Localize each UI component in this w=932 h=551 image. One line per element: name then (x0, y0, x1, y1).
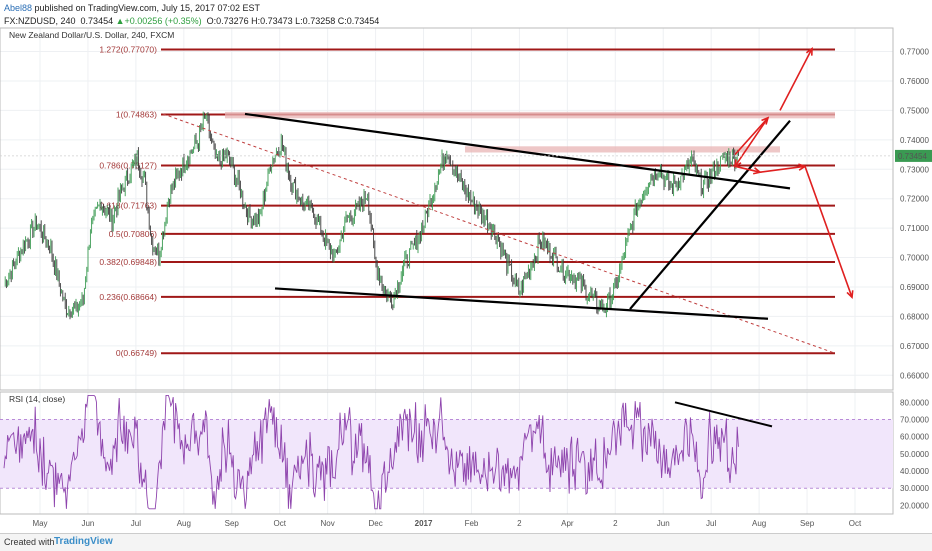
fib-label: 0.5(0.70806) (109, 229, 157, 239)
price-series (4, 111, 739, 320)
y-tick-label: 0.68000 (900, 312, 929, 321)
footer-bar: Created with TradingView (0, 533, 932, 551)
y-tick-label: 0.75000 (900, 106, 929, 115)
last-price-box (895, 149, 932, 162)
fib-label: 0.382(0.69848) (99, 257, 157, 267)
rsi-tick-label: 70.0000 (900, 415, 929, 424)
trendline (244, 112, 791, 190)
price-text: 0.73454 (80, 16, 114, 26)
tradingview-logo[interactable]: TradingView (54, 536, 113, 547)
fib-label: 1.272(0.77070) (99, 44, 157, 54)
x-tick-label: 2 (517, 519, 522, 528)
rsi-tick-label: 20.0000 (900, 501, 929, 510)
x-tick-label: Jun (81, 519, 94, 528)
main-pane-frame (0, 27, 894, 391)
y-tick-label: 0.70000 (900, 254, 929, 263)
y-tick-label: 0.76000 (900, 77, 929, 86)
x-tick-label: Oct (849, 519, 862, 528)
x-tick-label: Dec (368, 519, 382, 528)
y-tick-label: 0.66000 (900, 371, 929, 380)
rsi-band (0, 419, 893, 489)
created-with-text: Created with (4, 537, 55, 547)
chart-title: New Zealand Dollar/U.S. Dollar, 240, FXC… (9, 30, 174, 40)
rsi-tick-label: 50.0000 (900, 450, 929, 459)
chart-canvas[interactable]: New Zealand Dollar/U.S. Dollar, 240, FXC… (0, 0, 932, 533)
y-tick-label: 0.67000 (900, 342, 929, 351)
x-tick-label: Aug (752, 519, 766, 528)
x-tick-label: Sep (800, 519, 815, 528)
forecast-arrow-line (734, 117, 769, 156)
x-tick-label: Nov (321, 519, 335, 528)
ohlc-text: O:0.73276 H:0.73473 L:0.73258 C:0.73454 (206, 16, 380, 26)
trendline (274, 287, 769, 320)
change-text: +0.00256 (+0.35%) (124, 16, 202, 26)
rsi-title: RSI (14, close) (9, 394, 65, 404)
y-tick-label: 0.71000 (900, 224, 929, 233)
forecast-arrow-line (759, 165, 806, 174)
symbol-text: FX:NZDUSD, 240 (4, 16, 76, 26)
trendline (629, 119, 791, 310)
fib-label: 1(0.74863) (116, 109, 157, 119)
rsi-tick-label: 80.0000 (900, 398, 929, 407)
rsi-layer (0, 394, 893, 510)
forecast-arrow-head (805, 46, 813, 56)
x-tick-label: Jul (131, 519, 141, 528)
published-text: published on TradingView.com, July 15, 2… (32, 3, 261, 13)
rsi-line (3, 394, 739, 510)
y-tick-label: 0.73000 (900, 165, 929, 174)
x-tick-label: Feb (465, 519, 479, 528)
x-tick-label: May (32, 519, 47, 528)
y-tick-label: 0.77000 (900, 48, 929, 57)
y-tick-label: 0.72000 (900, 195, 929, 204)
chart-header: Abel88 published on TradingView.com, Jul… (0, 0, 932, 28)
up-arrow-icon: ▲ (115, 16, 125, 26)
author-link[interactable]: Abel88 (4, 3, 33, 13)
x-tick-label: Oct (273, 519, 286, 528)
x-tick-label: 2017 (415, 519, 433, 528)
x-tick-label: Apr (561, 519, 574, 528)
last-price-label: 0.73454 (0, 149, 932, 162)
fib-label: 0(0.66749) (116, 348, 157, 358)
fib-label: 0.618(0.71763) (99, 201, 157, 211)
rsi-tick-label: 40.0000 (900, 467, 929, 476)
y-tick-label: 0.69000 (900, 283, 929, 292)
fib-label: 0.786(0.73127) (99, 161, 157, 171)
trendline (674, 401, 773, 428)
resistance-zones (225, 111, 835, 153)
trendline (162, 113, 836, 354)
axis-ticks: 0.77000 0.76000 0.75000 0.74000 0.73000 0.720… (32, 48, 929, 528)
forecast-arrow-line (779, 48, 813, 111)
x-tick-label: Jun (657, 519, 670, 528)
fib-label: 0.236(0.68664) (99, 292, 157, 302)
drawings (162, 46, 854, 428)
last-price-text: 0.73454 (898, 152, 927, 161)
zone-mid (465, 146, 780, 153)
x-tick-label: 2 (613, 519, 618, 528)
forecast-arrow-line (734, 165, 761, 173)
forecast-arrow-line (804, 166, 853, 298)
zone-upper (225, 111, 835, 119)
forecast-arrow-head (846, 290, 854, 300)
x-tick-label: Sep (225, 519, 240, 528)
x-tick-label: Jul (706, 519, 716, 528)
x-tick-label: Aug (177, 519, 191, 528)
y-tick-label: 0.74000 (900, 136, 929, 145)
forecast-arrow-line (734, 117, 769, 167)
rsi-tick-label: 30.0000 (900, 484, 929, 493)
rsi-tick-label: 60.0000 (900, 433, 929, 442)
